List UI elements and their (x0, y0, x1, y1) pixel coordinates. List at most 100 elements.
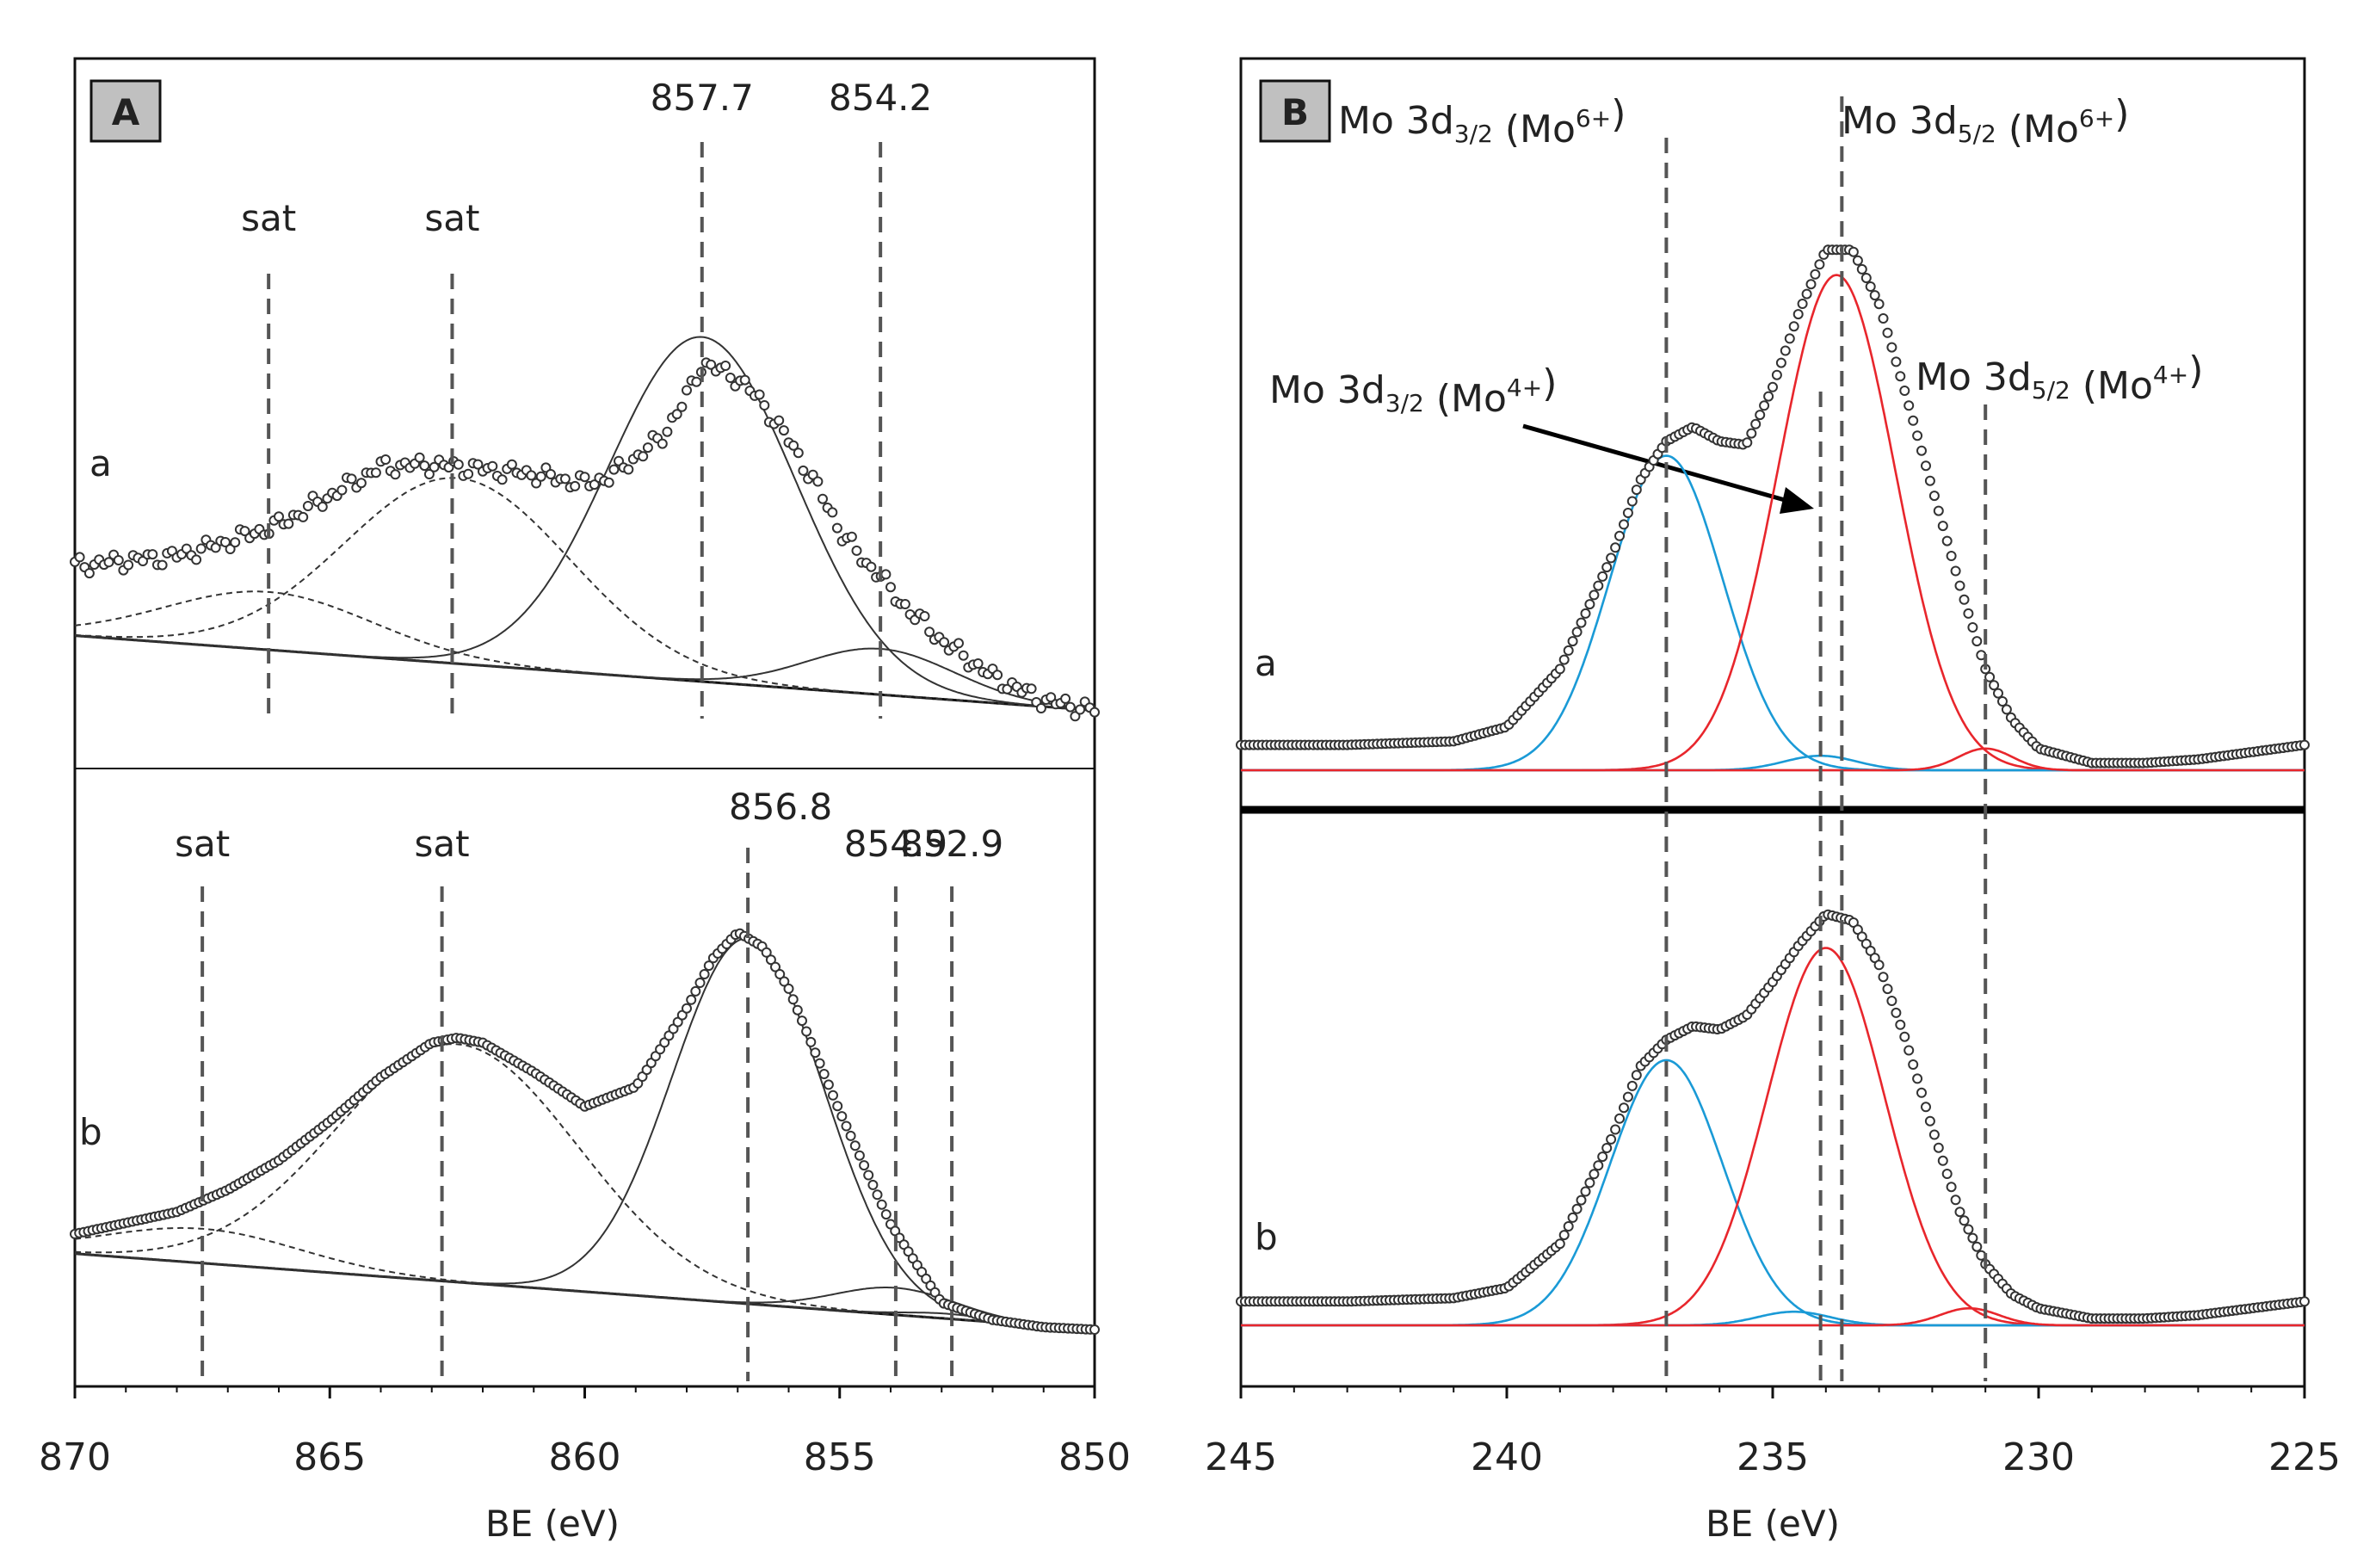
panel-b-sub-a-label: a (1255, 642, 1277, 684)
data-point (694, 978, 706, 988)
data-point (849, 1140, 861, 1151)
data-point (1571, 1203, 1583, 1214)
data-point (1856, 263, 1867, 275)
data-point (1895, 1019, 1906, 1030)
data-point (1759, 400, 1770, 411)
data-point (1622, 1091, 1633, 1102)
data-point (823, 1079, 834, 1090)
data-point (1619, 1102, 1629, 1114)
data-point (1908, 1059, 1919, 1070)
data-point (793, 448, 804, 459)
data-point (1070, 711, 1081, 722)
panel-a-xlabel: BE (eV) (485, 1503, 620, 1545)
panel-b-badge: B (1259, 79, 1331, 143)
data-point (1064, 701, 1076, 713)
data-point (774, 415, 785, 426)
data-point (638, 451, 649, 462)
data-point (1606, 1133, 1617, 1145)
data-point (463, 468, 474, 479)
data-point (370, 467, 381, 478)
data-point (239, 526, 250, 537)
data-point (739, 374, 750, 386)
data-point (1989, 680, 2000, 691)
component-b-b-0 (1241, 1059, 2305, 1327)
annotation-part: Mo 3d (1842, 99, 1958, 143)
data-point (225, 544, 236, 554)
panel-b-tick-label: 245 (1205, 1435, 1277, 1479)
data-point (1601, 1143, 1613, 1153)
data-point (754, 389, 765, 400)
data-point (1571, 627, 1583, 638)
data-point (880, 1209, 892, 1220)
data-point (682, 1003, 692, 1014)
panel-a-badge: A (89, 79, 162, 143)
data-point (787, 994, 799, 1005)
data-point (1614, 1113, 1625, 1124)
annotation-part: ) (2188, 349, 2203, 392)
data-point (1959, 1215, 1970, 1226)
data-point (1593, 1160, 1604, 1171)
data-point (1903, 400, 1915, 411)
data-point (779, 976, 790, 987)
component-b-a-3 (1241, 747, 2305, 772)
data-point (1593, 580, 1604, 591)
data-point (832, 1101, 843, 1112)
data-point (1967, 1232, 1978, 1244)
mo4-arrow-head (1780, 487, 1814, 514)
data-point (1852, 255, 1863, 266)
data-point (1626, 496, 1638, 507)
panel-a-tick-label: 860 (549, 1435, 621, 1479)
data-point (1950, 1195, 1961, 1206)
data-point (1928, 491, 1940, 502)
component-a-a-1 (74, 634, 1095, 711)
component-b-a-0 (1241, 454, 2305, 772)
data-point (181, 543, 192, 554)
annotation-mo32_4: Mo 3d3/2 (Mo4+) (1269, 361, 1557, 421)
annotation-part: ) (1611, 92, 1626, 136)
data-point (921, 1273, 932, 1284)
data-point (1567, 636, 1578, 647)
data-point (1797, 299, 1808, 309)
data-point (1060, 693, 1071, 704)
data-point (1002, 683, 1013, 694)
panel-b-letter: B (1281, 91, 1309, 133)
data-point (1584, 1177, 1595, 1188)
panel-b-xlabel: BE (eV) (1706, 1503, 1840, 1545)
data-point (1589, 1169, 1600, 1180)
data-point (2001, 704, 2012, 715)
data-point (1924, 1115, 1935, 1127)
data-point (1928, 1129, 1940, 1140)
data-point (603, 477, 614, 488)
data-point (1558, 654, 1570, 665)
annotation-part: 6+ (2079, 104, 2114, 133)
data-point (1891, 1007, 1902, 1018)
data-point (1558, 1230, 1570, 1241)
data-point (818, 493, 828, 504)
data-point (1775, 357, 1786, 368)
data-point (1610, 1124, 1621, 1135)
data-point (1035, 703, 1046, 713)
data-point (992, 670, 1003, 681)
data-point (1089, 707, 1100, 718)
data-point (1878, 313, 1889, 324)
panel-a-letter: A (112, 91, 140, 133)
data-point (1597, 1151, 1608, 1163)
data-point (774, 969, 786, 979)
panel-a-tick-label: 850 (1058, 1435, 1131, 1479)
annotation-part: Mo 3d (1269, 368, 1385, 412)
data-point (1903, 1045, 1915, 1056)
data-point (841, 1120, 852, 1132)
annotation-part: (Mo (1493, 108, 1576, 151)
data-point (1563, 645, 1574, 656)
data-point (691, 376, 702, 387)
data-point (1610, 542, 1621, 553)
data-point (686, 994, 697, 1005)
data-point (1580, 608, 1591, 619)
annotation-mo52_4: Mo 3d5/2 (Mo4+) (1916, 349, 2203, 408)
data-point (720, 361, 731, 371)
reference-label-a-a-1: 854.2 (829, 77, 932, 119)
data-point (74, 552, 85, 563)
data-point (506, 459, 517, 470)
data-point (690, 985, 701, 997)
